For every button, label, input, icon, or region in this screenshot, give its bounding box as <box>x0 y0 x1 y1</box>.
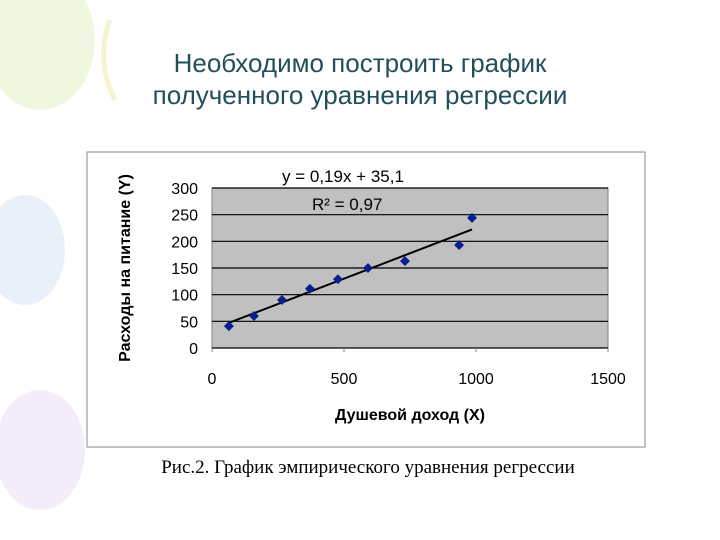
trendline <box>228 228 473 324</box>
slide-title: полученного уравнения регрессии <box>153 80 568 110</box>
point <box>304 283 315 294</box>
y-tick-label: 100 <box>171 288 198 305</box>
point <box>332 274 343 285</box>
y-tick-label: 50 <box>180 314 198 331</box>
x-tick-label: 1500 <box>590 371 626 388</box>
y-tick-label: 300 <box>171 181 198 198</box>
x-tick-label: 1000 <box>458 371 494 388</box>
y-tick-label: 0 <box>189 341 198 358</box>
point <box>400 256 410 267</box>
r2-label: R² = 0,97 <box>312 195 382 214</box>
decoration <box>0 0 118 510</box>
point <box>467 212 477 223</box>
y-axis-label: Расходы на питание (Y) <box>117 174 134 362</box>
y-tick-label: 250 <box>171 208 198 225</box>
chart: 0 50 100 150 200 250 300 0 500 1000 1500 y = 0,19x … <box>117 167 626 424</box>
y-tick-label: 150 <box>171 261 198 278</box>
x-tick-label: 0 <box>208 371 217 388</box>
y-tick-label: 200 <box>171 234 198 251</box>
point <box>249 311 259 321</box>
point <box>363 263 373 273</box>
x-axis-label: Душевой доход (X) <box>335 407 485 424</box>
point <box>277 295 287 305</box>
caption: Рис.2. График эмпирического уравнения ре… <box>161 457 575 478</box>
slide-title: Необходимо построить график <box>174 48 547 78</box>
point <box>454 240 465 251</box>
equation-label: y = 0,19x + 35,1 <box>282 167 404 186</box>
point <box>223 321 234 332</box>
x-tick-label: 500 <box>331 371 358 388</box>
